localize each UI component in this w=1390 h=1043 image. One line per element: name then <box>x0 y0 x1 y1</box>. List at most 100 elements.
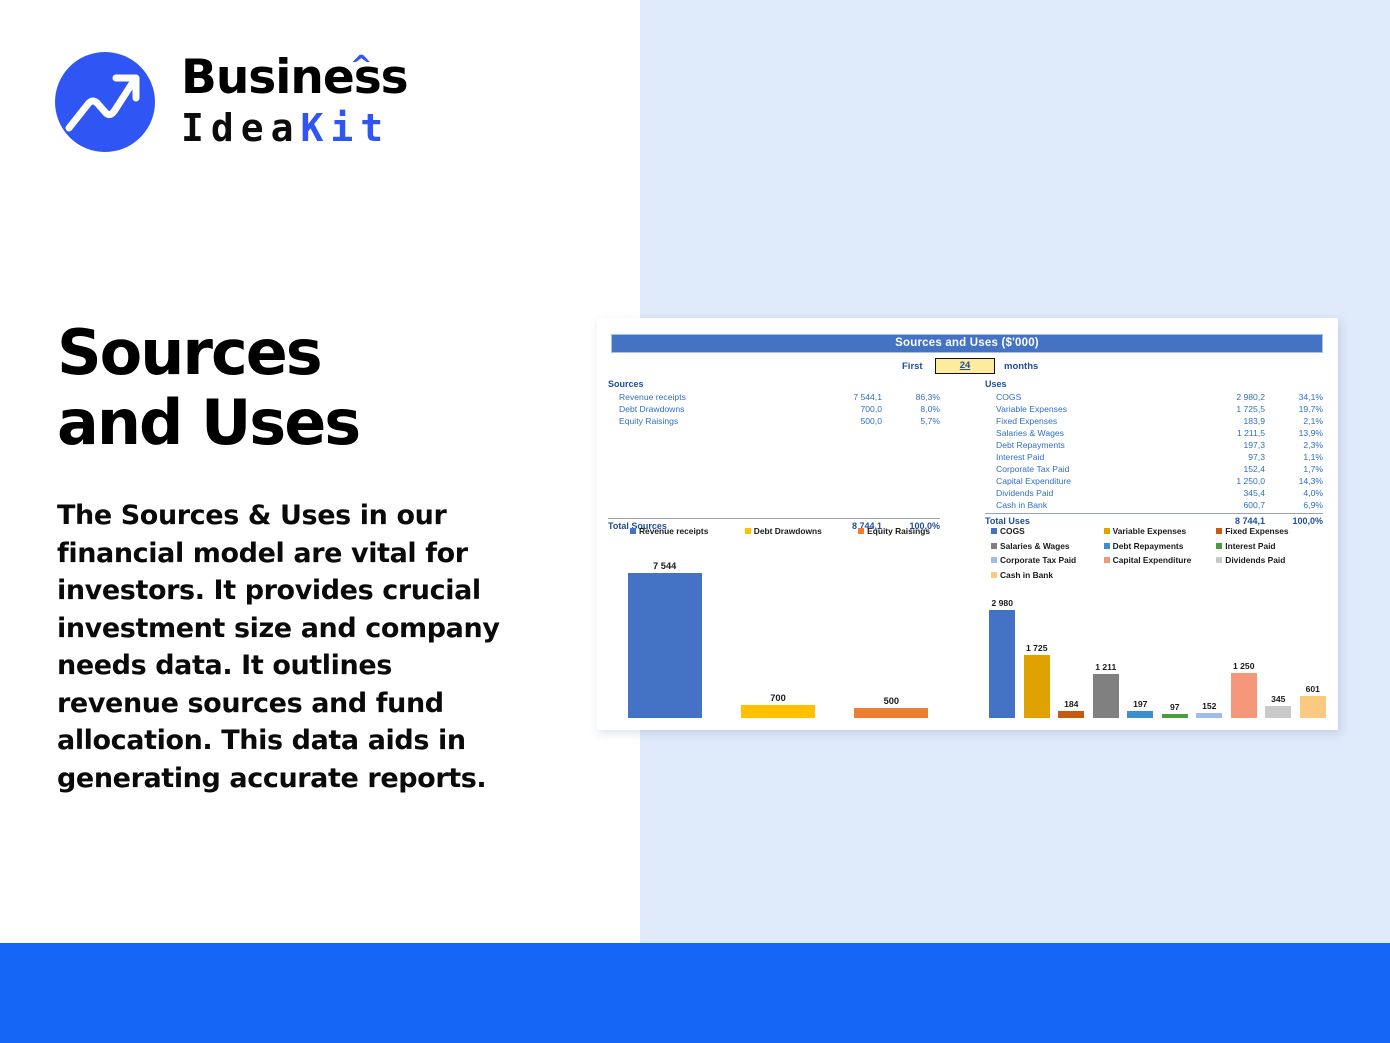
legend-item[interactable]: Interest Paid <box>1216 541 1329 551</box>
sources-row-value: 700,0 <box>860 404 882 414</box>
table-row: Revenue receipts 7 544,1 86,3% <box>608 391 940 403</box>
uses-row-label: Capital Expenditure <box>996 476 1072 486</box>
uses-row-pct: 1,1% <box>1303 452 1323 462</box>
period-months-input[interactable]: 24 <box>935 358 995 374</box>
uses-row-label: Interest Paid <box>996 452 1045 462</box>
uses-row-pct: 6,9% <box>1303 500 1323 510</box>
brand-logo: Business ^ IdeaKit <box>55 50 455 165</box>
legend-swatch-icon <box>1103 542 1110 549</box>
page-description: The Sources & Uses in our financial mode… <box>57 500 500 794</box>
uses-total-label: Total Uses <box>985 516 1030 526</box>
bar-slot: 1 250 <box>1227 590 1262 718</box>
bar-rect[interactable] <box>1230 672 1257 718</box>
uses-total-row: Total Uses 8 744,1 100,0% <box>985 513 1323 528</box>
uses-row-pct: 34,1% <box>1298 392 1323 402</box>
bar-rect[interactable] <box>627 573 702 718</box>
uses-chart-legend: COGS Variable Expenses Fixed Expenses Salar… <box>991 526 1329 584</box>
sources-row-label: Equity Raisings <box>619 416 679 426</box>
uses-row-value: 1 250,0 <box>1236 476 1265 486</box>
legend-item[interactable]: Debt Repayments <box>1103 540 1217 551</box>
uses-row-label: Dividends Paid <box>996 488 1054 498</box>
table-row: Dividends Paid 345,4 4,0% <box>985 487 1323 499</box>
bar-slot: 500 <box>835 556 948 718</box>
bar-slot: 700 <box>721 556 834 718</box>
uses-row-pct: 13,9% <box>1298 428 1323 438</box>
uses-row-pct: 4,0% <box>1303 488 1323 498</box>
legend-swatch-icon <box>1216 528 1223 534</box>
uses-row-label: Fixed Expenses <box>996 416 1058 426</box>
legend-item[interactable]: Fixed Expenses <box>1216 526 1329 536</box>
sources-bar-chart: Revenue receipts Debt Drawdowns Equity Rai… <box>608 526 948 718</box>
sheet-title-banner: Sources and Uses ($'000) <box>611 334 1323 353</box>
uses-row-label: Corporate Tax Paid <box>996 464 1070 474</box>
bar-slot: 2 980 <box>985 590 1020 718</box>
brand-hat-accent-icon: ^ <box>350 50 373 81</box>
table-row: Capital Expenditure 1 250,0 14,3% <box>985 475 1323 487</box>
legend-item[interactable]: Revenue receipts <box>630 526 708 536</box>
uses-row-value: 345,4 <box>1243 488 1265 498</box>
legend-label: Capital Expenditure <box>1112 555 1192 565</box>
bar-slot: 601 <box>1296 590 1331 718</box>
legend-label: Variable Expenses <box>1112 526 1187 536</box>
sources-row-value: 500,0 <box>860 416 882 426</box>
bar-rect[interactable] <box>1023 655 1050 718</box>
sources-total-value: 8 744,1 <box>851 521 882 531</box>
legend-label: Debt Repayments <box>1112 540 1184 551</box>
table-row: Cash in Bank 600,7 6,9% <box>985 499 1323 511</box>
period-suffix-label: months <box>1004 361 1039 372</box>
legend-label: Revenue receipts <box>639 526 709 536</box>
legend-label: Equity Raisings <box>867 526 930 536</box>
sources-row-value: 7 544,1 <box>853 392 882 402</box>
bar-value-label: 345 <box>1271 693 1286 704</box>
period-selector-row: First 24 months <box>597 358 1338 377</box>
brand-name-line2-dark: Idea <box>181 106 301 150</box>
bar-rect[interactable] <box>1127 710 1154 718</box>
bar-slot: 184 <box>1054 590 1089 718</box>
bar-rect[interactable] <box>1058 711 1085 718</box>
page-background-left <box>0 0 640 943</box>
uses-row-label: COGS <box>996 392 1022 402</box>
table-row: Equity Raisings 500,0 5,7% <box>608 415 940 427</box>
legend-item[interactable]: Corporate Tax Paid <box>991 555 1104 565</box>
bar-rect[interactable] <box>1092 674 1119 718</box>
legend-item[interactable]: Equity Raisings <box>858 526 930 536</box>
bar-value-label: 2 980 <box>991 598 1013 608</box>
legend-label: Dividends Paid <box>1225 555 1286 565</box>
sources-chart-legend: Revenue receipts Debt Drawdowns Equity Rai… <box>630 526 930 536</box>
legend-item[interactable]: Variable Expenses <box>1103 526 1217 536</box>
table-row: COGS 2 980,2 34,1% <box>985 391 1323 403</box>
legend-item[interactable]: COGS <box>991 526 1104 536</box>
legend-swatch-icon <box>858 528 865 534</box>
bar-rect[interactable] <box>740 704 815 718</box>
bar-value-label: 152 <box>1202 700 1217 711</box>
bar-rect[interactable] <box>989 610 1016 718</box>
sources-row-label: Debt Drawdowns <box>619 404 685 414</box>
uses-total-value: 8 744,1 <box>1234 516 1265 526</box>
legend-label: Fixed Expenses <box>1225 526 1289 536</box>
uses-row-label: Cash in Bank <box>996 500 1048 510</box>
uses-row-value: 97,3 <box>1248 452 1265 462</box>
table-row: Corporate Tax Paid 152,4 1,7% <box>985 463 1323 475</box>
bar-rect[interactable] <box>1265 705 1292 718</box>
bar-value-label: 1 725 <box>1025 643 1048 654</box>
bar-rect[interactable] <box>1299 696 1326 718</box>
legend-item[interactable]: Cash in Bank <box>991 570 1104 580</box>
bar-rect[interactable] <box>1196 712 1223 718</box>
growth-arrow-icon <box>55 52 155 152</box>
uses-total-pct: 100,0% <box>1292 516 1323 526</box>
sources-total-row: Total Sources 8 744,1 100,0% <box>608 518 940 533</box>
legend-swatch-icon <box>991 528 997 534</box>
legend-item[interactable]: Debt Drawdowns <box>744 526 822 536</box>
legend-item[interactable]: Capital Expenditure <box>1103 555 1217 565</box>
legend-item[interactable]: Dividends Paid <box>1216 555 1329 565</box>
legend-swatch-icon <box>991 571 997 578</box>
sources-row-label: Revenue receipts <box>619 392 686 402</box>
page-title: Sources and Uses <box>57 316 361 459</box>
table-row: Interest Paid 97,3 1,1% <box>985 451 1323 463</box>
legend-item[interactable]: Salaries & Wages <box>991 541 1104 551</box>
bar-rect[interactable] <box>1161 714 1188 718</box>
bar-rect[interactable] <box>854 708 929 718</box>
legend-swatch-icon <box>630 528 636 534</box>
sources-chart-plot: 7 544 700 500 <box>608 556 948 718</box>
bar-slot: 152 <box>1192 590 1227 718</box>
